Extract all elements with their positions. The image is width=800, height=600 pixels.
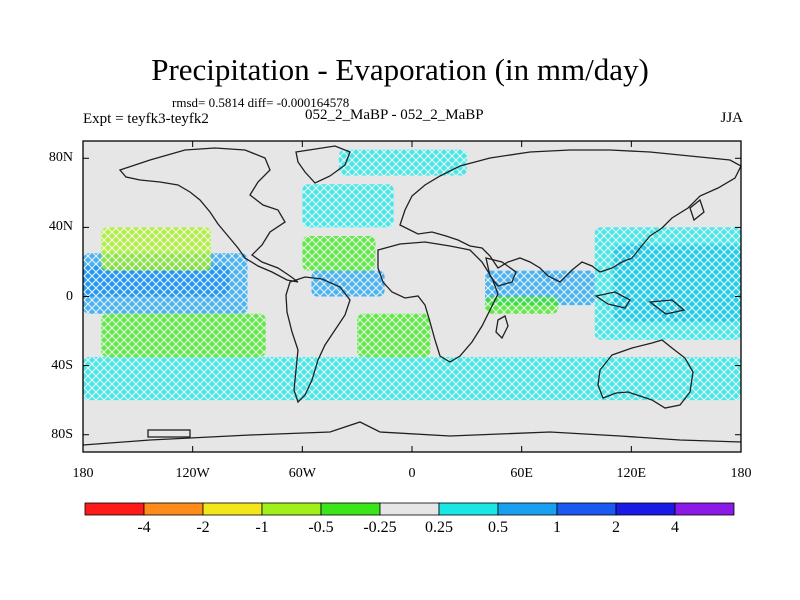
lon-label: 120E <box>616 466 647 481</box>
colorbar-label: -4 <box>137 519 151 536</box>
region-southern-storm-track <box>83 356 741 401</box>
colorbar-label: 1 <box>553 519 561 536</box>
coastlines <box>82 145 742 446</box>
coast-madagascar <box>495 315 509 340</box>
colorbar-swatch <box>320 502 381 516</box>
lon-label: 60W <box>288 466 316 481</box>
experiment-text: Expt = teyfk3-teyfk2 <box>83 111 209 127</box>
lon-label: 0 <box>408 466 416 481</box>
lat-label: 40S <box>51 357 73 373</box>
coast-greenland <box>295 145 351 184</box>
coast-japan <box>689 198 705 222</box>
coast-africa <box>377 241 499 363</box>
colorbar-swatch <box>674 502 735 516</box>
lat-label: 80N <box>48 150 73 166</box>
colorbar-label: -0.5 <box>308 519 334 536</box>
experiment-label: 052_2_MaBP - 052_2_MaBP <box>305 107 484 123</box>
axis-ticks <box>82 141 742 452</box>
lat-label: 40N <box>48 219 73 235</box>
colorbar-swatch <box>261 502 322 516</box>
coast-antarctica <box>82 421 742 446</box>
coast-eurasia <box>399 149 742 283</box>
plot-title: Precipitation - Evaporation (in mm/day) <box>151 52 649 87</box>
region-south-atlantic-dry <box>357 313 431 357</box>
season-label: JJA <box>720 110 743 126</box>
colorbar-label: -0.25 <box>363 519 397 536</box>
statistics-text: rmsd= 0.5814 diff= -0.000164578 <box>172 95 350 110</box>
lat-label: 0 <box>66 288 73 304</box>
coast-australia <box>597 339 694 409</box>
coast-arabia <box>485 257 517 287</box>
colorbar-label: 0.5 <box>488 519 508 536</box>
colorbar-label: 2 <box>612 519 620 536</box>
colorbar-label: 0.25 <box>425 519 453 536</box>
coast-new-guinea <box>648 299 686 315</box>
region-south-pacific-dry <box>101 313 266 357</box>
region-atlantic-itcz <box>311 270 385 297</box>
colorbar-swatch <box>143 502 204 516</box>
colorbar-swatch <box>497 502 558 516</box>
region-arctic-scattered <box>338 149 467 176</box>
lat-label: 80S <box>51 426 73 442</box>
colorbar <box>84 502 735 516</box>
coast-south-america <box>285 276 351 404</box>
coast-indonesia <box>594 291 631 309</box>
colorbar-label: 4 <box>671 519 679 536</box>
lon-label: 180 <box>730 466 752 481</box>
region-north-pacific-dry <box>101 227 211 271</box>
lon-label: 120W <box>175 466 210 481</box>
region-south-indian-dry <box>485 296 559 314</box>
region-subtropical-atlantic-dry <box>302 236 376 271</box>
colorbar-label: -1 <box>255 519 269 536</box>
lon-label: 60E <box>510 466 533 481</box>
region-north-atlantic-wet <box>302 184 394 228</box>
coast-ross-shelf <box>147 429 191 438</box>
colorbar-swatch <box>438 502 499 516</box>
colorbar-swatch <box>202 502 263 516</box>
colorbar-swatch <box>379 502 440 516</box>
colorbar-swatch <box>615 502 676 516</box>
colorbar-swatch <box>84 502 145 516</box>
lon-label: 180 <box>72 466 94 481</box>
region-west-pacific-outer <box>594 227 741 340</box>
colorbar-label: -2 <box>196 519 210 536</box>
precip-evap-field <box>83 149 741 401</box>
colorbar-swatch <box>556 502 617 516</box>
coast-north-america <box>118 147 299 283</box>
